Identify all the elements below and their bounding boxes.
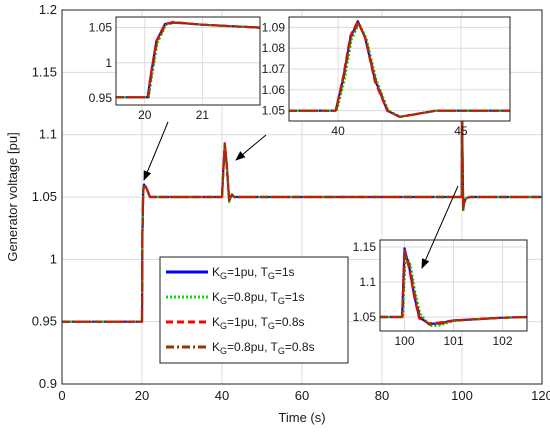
legend-items: KG=1pu, TG=1s KG=0.8pu, TG=1s KG=1pu, TG=0… xyxy=(166,265,315,356)
inset-x-tick-label: 20 xyxy=(138,108,152,122)
main-plot-frame xyxy=(61,9,543,385)
y-tick-label: 1.05 xyxy=(32,189,57,204)
inset-y-tick-label: 1.1 xyxy=(359,275,376,289)
inset-zoom-40s: 40 45 1.05 1.06 1.07 1.08 1.09 xyxy=(262,16,511,138)
inset-series-line-4 xyxy=(380,250,528,326)
inset-y-tick-label: 1 xyxy=(105,56,112,70)
x-tick-label: 40 xyxy=(215,388,229,403)
inset-y-tick-label: 1.05 xyxy=(262,104,286,118)
inset-x-tick-label: 101 xyxy=(443,334,463,348)
inset-x-tick-label: 102 xyxy=(492,334,512,348)
annotation-arrows xyxy=(143,121,459,269)
inset-series-line-4 xyxy=(116,21,261,99)
inset-y-tick-label: 1.05 xyxy=(89,21,113,35)
inset-x-tick-label: 21 xyxy=(196,108,210,122)
legend: KG=1pu, TG=1s KG=0.8pu, TG=1s KG=1pu, TG=0… xyxy=(159,256,349,364)
inset-zoom-100s: 100 101 102 1.05 1.1 1.15 xyxy=(353,239,528,348)
main-series-group xyxy=(62,71,542,323)
legend-label-4: KG=0.8pu, TG=0.8s xyxy=(212,340,315,356)
inset-series-line-4 xyxy=(289,22,510,118)
y-axis-label: Generator voltage [pu] xyxy=(5,132,20,261)
inset-x-tick-label: 45 xyxy=(454,124,468,138)
inset-y-tick-label: 1.08 xyxy=(262,41,286,55)
inset-x-tick-label: 40 xyxy=(331,124,345,138)
inset-background xyxy=(116,17,260,105)
x-tick-label: 20 xyxy=(135,388,149,403)
x-tick-label: 60 xyxy=(295,388,309,403)
y-tick-label: 1.15 xyxy=(32,64,57,79)
series-line-4 xyxy=(62,77,542,323)
x-tick-label: 120 xyxy=(531,388,550,403)
arrow-to-spike-100s xyxy=(421,185,459,269)
x-tick-label: 0 xyxy=(58,388,65,403)
arrow-to-spike-40s xyxy=(235,134,267,161)
x-axis-label: Time (s) xyxy=(278,410,325,425)
inset-zoom-20s: 20 21 0.95 1 1.05 xyxy=(89,16,261,122)
inset-y-tick-label: 1.15 xyxy=(353,240,377,254)
legend-box xyxy=(159,256,349,364)
y-tick-label: 1 xyxy=(50,251,57,266)
arrow-to-step-20s xyxy=(143,121,169,181)
y-tick-label: 0.9 xyxy=(39,376,57,391)
legend-label-3: KG=1pu, TG=0.8s xyxy=(212,315,305,331)
x-tick-label: 80 xyxy=(375,388,389,403)
inset-y-tick-label: 1.09 xyxy=(262,20,286,34)
y-tick-label: 1.2 xyxy=(39,2,57,17)
inset-frame xyxy=(115,16,261,106)
inset-x-tick-label: 100 xyxy=(394,334,414,348)
inset-frame xyxy=(288,16,511,122)
inset-y-tick-label: 1.05 xyxy=(353,310,377,324)
inset-series-line-3 xyxy=(116,20,261,99)
y-tick-label: 1.1 xyxy=(39,127,57,142)
inset-frame xyxy=(379,239,528,332)
inset-y-tick-label: 1.06 xyxy=(262,83,286,97)
legend-label-1: KG=1pu, TG=1s xyxy=(212,265,295,281)
inset-y-tick-label: 1.07 xyxy=(262,62,286,76)
x-tick-label: 100 xyxy=(451,388,473,403)
y-tick-label: 0.95 xyxy=(32,314,57,329)
legend-label-2: KG=0.8pu, TG=1s xyxy=(212,290,305,306)
inset-y-tick-label: 0.95 xyxy=(89,91,113,105)
